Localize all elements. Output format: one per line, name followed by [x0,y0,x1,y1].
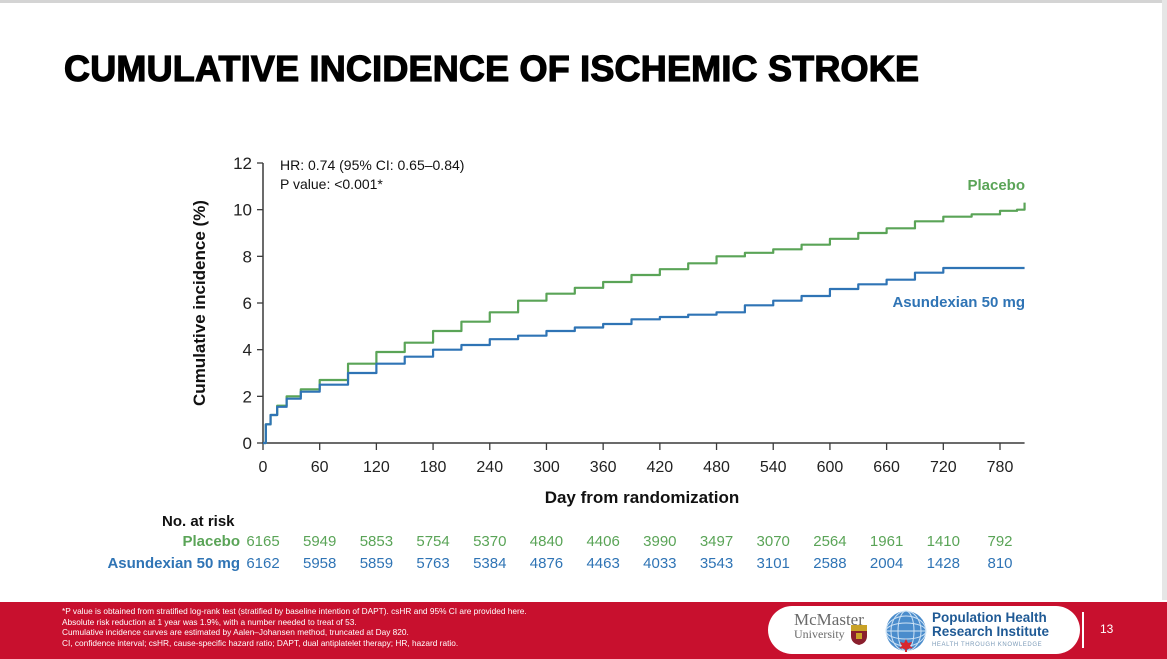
risk-cell: 3990 [643,533,677,550]
risk-cell: 4876 [529,555,564,572]
x-axis-label: Day from randomization [545,488,740,507]
x-tick-label: 420 [646,459,673,476]
risk-cell: 792 [987,533,1013,550]
footnote: *P value is obtained from stratified log… [62,606,527,616]
x-tick-label: 240 [476,459,503,476]
footnote: Cumulative incidence curves are estimate… [62,627,409,637]
globe-icon [885,610,927,652]
risk-cell: 5763 [416,555,450,572]
risk-cell: 3543 [699,555,734,572]
y-tick-label: 10 [233,201,252,220]
risk-cell: 4840 [529,533,564,550]
footer-divider [1082,612,1084,648]
asundexian-series-label: Asundexian 50 mg [892,294,1025,311]
risk-cell: 5949 [303,533,337,550]
footnotes: *P value is obtained from stratified log… [62,606,527,648]
risk-cell: 2564 [813,533,847,550]
curves [263,202,1026,445]
hazard-ratio-annotation: HR: 0.74 (95% CI: 0.65–0.84) [280,157,464,173]
y-tick-label: 8 [243,247,252,266]
risk-cell: 2588 [813,555,847,572]
risk-cell: 4033 [643,555,677,572]
risk-cell: 810 [987,555,1013,572]
x-tick-label: 0 [259,459,268,476]
risk-cell: 3497 [699,533,734,550]
risk-cell: 5370 [473,533,507,550]
risk-cell: 2004 [869,555,904,572]
mcmaster-logo-university: University [794,627,845,641]
x-tick-label: 60 [311,459,329,476]
mcmaster-logo-name: McMaster [794,610,864,629]
risk-cell: 1961 [869,533,904,550]
p-value-annotation: P value: <0.001* [280,176,383,192]
risk-cell: 5754 [416,533,450,550]
risk-cell: 1410 [926,533,960,550]
y-tick-label: 6 [243,294,252,313]
page-number: 13 [1100,622,1114,636]
maple-leaf-icon [899,639,913,652]
phri-line1: Population Health [932,610,1047,625]
risk-row-label: Placebo [182,533,240,550]
y-tick-label: 0 [243,434,252,453]
x-tick-label: 300 [533,459,560,476]
x-tick-label: 540 [760,459,787,476]
risk-cell: 5853 [359,533,394,550]
x-tick-label: 360 [590,459,617,476]
risk-cell: 5958 [303,555,337,572]
x-tick-label: 480 [703,459,730,476]
footnote: Absolute risk reduction at 1 year was 1.… [62,616,357,627]
x-tick-label: 120 [363,459,390,476]
risk-cell: 3070 [756,533,790,550]
phri-logo-text: Population Health Research Institute [932,611,1049,639]
y-tick-label: 12 [233,154,252,173]
x-tick-label: 780 [987,459,1014,476]
y-tick-label: 4 [243,341,252,360]
risk-row-label: Asundexian 50 mg [107,555,240,572]
risk-cell: 6162 [246,555,280,572]
x-tick-label: 720 [930,459,957,476]
risk-cell: 1428 [926,555,960,572]
footnote: CI, confidence interval; csHR, cause-spe… [62,637,459,648]
x-tick-label: 600 [817,459,844,476]
top-border [0,0,1167,3]
mcmaster-crest-icon [851,625,867,645]
risk-cell: 4463 [586,555,620,572]
y-axis-label: Cumulative incidence (%) [190,200,209,406]
right-border [1162,0,1167,600]
risk-cell: 5384 [473,555,507,572]
risk-cell: 3101 [756,555,790,572]
phri-tagline: HEALTH THROUGH KNOWLEDGE [932,642,1043,648]
slide-title: CUMULATIVE INCIDENCE OF ISCHEMIC STROKE [63,47,920,89]
y-tick-label: 2 [243,387,252,406]
x-tick-label: 180 [420,459,447,476]
axes [257,162,1025,450]
phri-line2: Research Institute [932,624,1050,639]
risk-cell: 5859 [359,555,394,572]
risk-table-title: No. at risk [162,513,235,530]
placebo-curve [263,202,1026,445]
placebo-series-label: Placebo [967,177,1025,194]
asundexian-curve [263,266,1025,445]
x-tick-label: 660 [873,459,900,476]
risk-cell: 4406 [586,533,620,550]
risk-cell: 6165 [246,533,280,550]
